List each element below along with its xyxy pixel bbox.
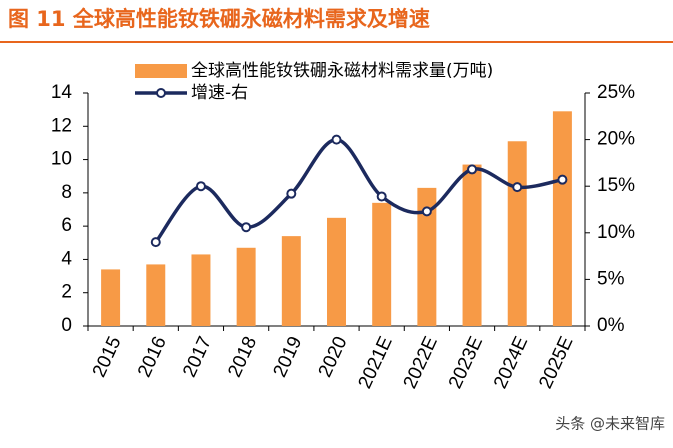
y-tick-label: 12 <box>51 115 72 136</box>
y-tick-label: 8 <box>61 182 72 203</box>
legend-marker <box>156 88 166 98</box>
line <box>154 137 563 244</box>
line-marker <box>512 182 523 193</box>
x-tick-label: 2016 <box>134 333 171 380</box>
bar <box>462 164 482 326</box>
line-marker <box>557 174 568 185</box>
bar <box>417 187 437 326</box>
y2-tick-label: 10% <box>597 222 635 243</box>
line-marker <box>331 134 342 145</box>
bar <box>281 236 301 326</box>
chart-title: 图 11 全球高性能钕铁硼永磁材料需求及增速 <box>8 7 430 31</box>
y-tick-label: 6 <box>61 215 72 236</box>
bar <box>327 217 346 326</box>
y2-tick-label: 15% <box>597 175 635 196</box>
line-marker <box>286 188 297 199</box>
x-tick-label: 2025E <box>535 333 577 392</box>
y2-tick-label: 0% <box>597 315 625 336</box>
x-tick-label: 2022E <box>400 333 442 392</box>
line-marker <box>241 222 252 233</box>
bar <box>146 264 166 326</box>
y-tick-label: 10 <box>51 149 72 170</box>
legend-label: 增速-右 <box>191 83 248 103</box>
y-tick-label: 0 <box>61 315 72 336</box>
legend-swatch <box>135 64 187 78</box>
line-marker <box>376 191 387 202</box>
bar <box>507 141 527 326</box>
line-marker <box>421 206 432 217</box>
x-tick-label: 2018 <box>224 333 261 380</box>
bar <box>191 254 211 326</box>
y-tick-label: 4 <box>61 248 72 269</box>
x-tick-label: 2024E <box>490 333 532 392</box>
bar <box>101 269 121 326</box>
y-tick-label: 2 <box>61 282 72 303</box>
watermark: 头条 @未来智库 <box>555 415 665 433</box>
bar <box>552 111 572 326</box>
line-marker <box>150 237 161 248</box>
x-tick-label: 2020 <box>315 333 352 380</box>
bar <box>236 247 256 326</box>
y-tick-label: 14 <box>51 82 73 103</box>
bar <box>372 202 392 326</box>
x-tick-label: 2019 <box>269 333 306 380</box>
y2-tick-label: 20% <box>597 129 635 150</box>
line-marker <box>467 164 478 175</box>
y2-tick-label: 5% <box>597 268 625 289</box>
x-tick-label: 2021E <box>355 333 397 392</box>
legend-label: 全球高性能钕铁硼永磁材料需求量(万吨) <box>191 61 493 81</box>
x-tick-label: 2023E <box>445 333 487 392</box>
y2-tick-label: 25% <box>597 82 635 103</box>
x-tick-label: 2015 <box>89 333 126 380</box>
x-tick-label: 2017 <box>179 333 216 380</box>
line-marker <box>195 181 206 192</box>
